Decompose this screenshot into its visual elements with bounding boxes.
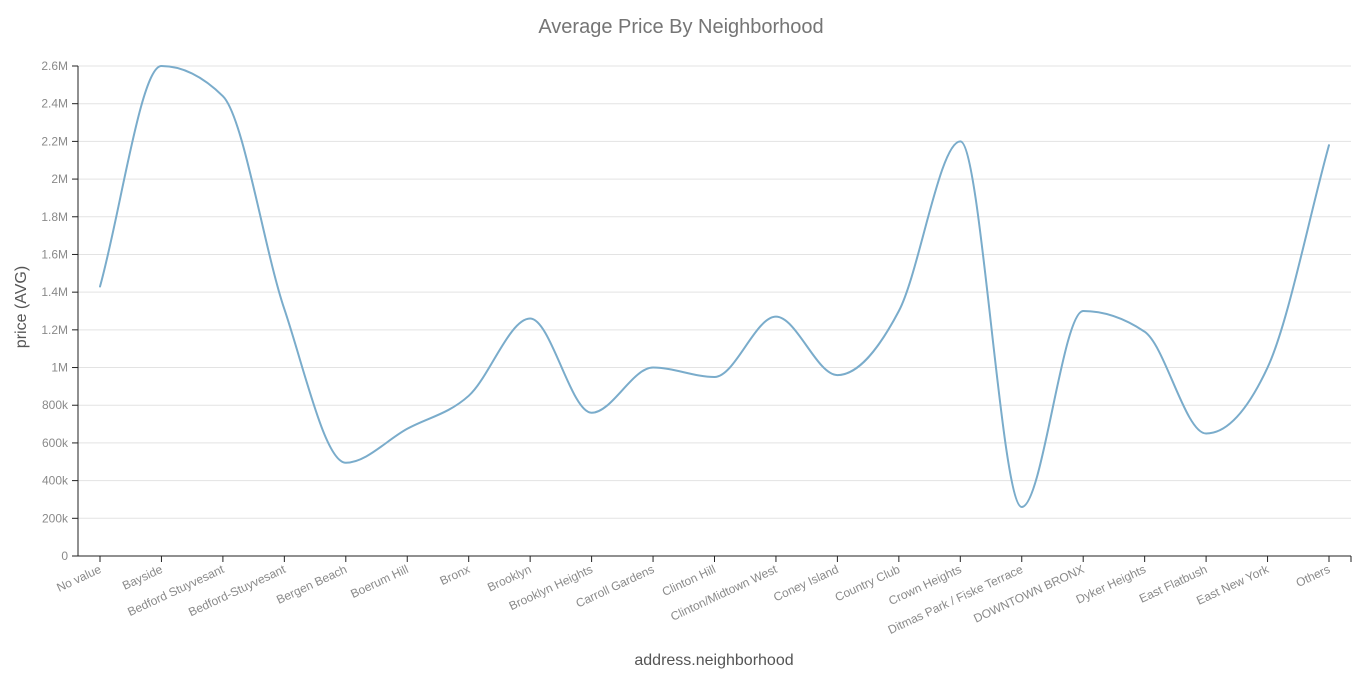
grid-lines (78, 65, 1351, 519)
data-point[interactable] (340, 457, 352, 469)
y-tick-label: 600k (42, 436, 69, 450)
y-tick-label: 1M (51, 361, 68, 375)
axes: 0 200k 400k 600k 800k 1M 1.2M 1.4M 1.6M 1.8M 2M 2.2… (41, 59, 1352, 637)
data-point[interactable] (647, 362, 659, 374)
y-tick-label: 800k (42, 398, 69, 412)
data-point[interactable] (1139, 326, 1151, 338)
data-point[interactable] (94, 281, 106, 293)
data-point[interactable] (1200, 428, 1212, 440)
data-point[interactable] (278, 303, 290, 315)
data-point[interactable] (1262, 362, 1274, 374)
data-point[interactable] (893, 305, 905, 317)
data-point[interactable] (770, 311, 782, 323)
y-tick-label: 2.4M (41, 97, 68, 111)
x-tick-label: Coney Island (771, 562, 840, 604)
data-point[interactable] (586, 407, 598, 419)
x-axis-title: address.neighborhood (634, 652, 793, 669)
y-tick-label: 2M (51, 172, 68, 186)
y-tick-label: 1.6M (41, 247, 68, 261)
series-layer (94, 60, 1335, 513)
y-tick-label: 400k (42, 474, 69, 488)
x-tick-label: Clinton/Midtown West (668, 562, 779, 624)
data-point[interactable] (1016, 501, 1028, 513)
data-point[interactable] (709, 371, 721, 383)
x-tick-label: Boerum Hill (348, 562, 410, 601)
data-point[interactable] (831, 369, 843, 381)
y-tick-label: 2.2M (41, 134, 68, 148)
x-tick-label: DOWNTOWN BRONX (971, 562, 1086, 626)
data-point[interactable] (524, 313, 536, 325)
y-tick-label: 2.6M (41, 59, 68, 73)
data-point[interactable] (1077, 305, 1089, 317)
data-point[interactable] (155, 60, 167, 72)
data-point[interactable] (954, 135, 966, 147)
x-tick-label: No value (54, 562, 103, 595)
x-tick-label: Bayside (120, 562, 165, 593)
chart-title: Average Price By Neighborhood (538, 16, 823, 38)
data-point[interactable] (463, 390, 475, 402)
y-axis-title: price (AVG) (13, 266, 30, 348)
y-tick-label: 1.4M (41, 285, 68, 299)
y-tick-label: 1.8M (41, 210, 68, 224)
y-tick-label: 0 (61, 549, 68, 563)
y-tick-label: 1.2M (41, 323, 68, 337)
data-point[interactable] (401, 423, 413, 435)
data-point[interactable] (217, 90, 229, 102)
x-tick-label: Others (1294, 562, 1333, 590)
x-tick-label: Bergen Beach (274, 562, 349, 607)
x-tick-label: Bronx (438, 562, 472, 588)
series-line (99, 65, 1330, 508)
y-tick-label: 200k (42, 511, 69, 525)
data-point[interactable] (1323, 139, 1335, 151)
x-tick-label: Brooklyn (485, 562, 533, 594)
x-tick-label: Dyker Heights (1074, 562, 1148, 607)
